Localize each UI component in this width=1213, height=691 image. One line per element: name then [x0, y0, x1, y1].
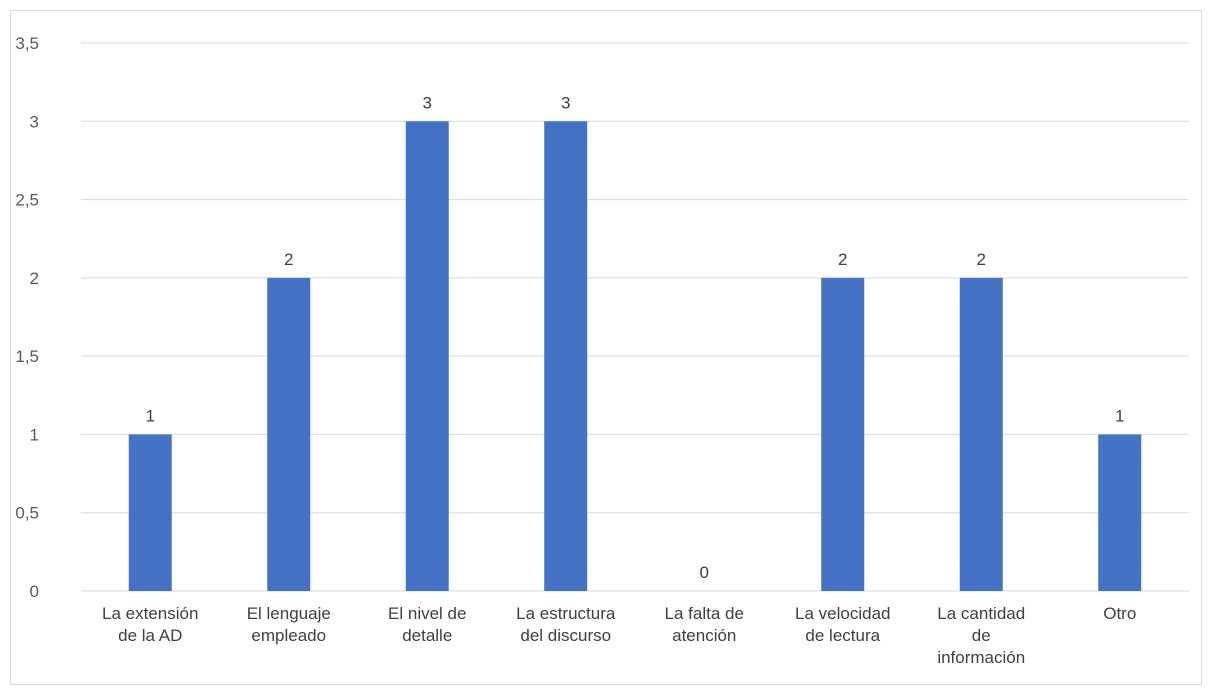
bar-chart: 0 0,5 1 1,5 2 2,5 3 3,5 La extensión de la AD El …	[15, 34, 1189, 667]
y-tick-label: 3	[30, 112, 39, 131]
y-axis-tick-labels: 0 0,5 1 1,5 2 2,5 3 3,5	[15, 34, 39, 601]
category-label: Otro	[1103, 604, 1136, 623]
bar	[821, 277, 865, 591]
chart-frame: 0 0,5 1 1,5 2 2,5 3 3,5 La extensión de la AD El …	[10, 10, 1202, 685]
data-label: 2	[284, 250, 293, 269]
data-label: 1	[146, 406, 155, 425]
data-label: 2	[977, 250, 986, 269]
category-label-line: La cantidad	[937, 604, 1025, 623]
category-label-line: atención	[672, 626, 736, 645]
category-label: El nivel de detalle	[388, 604, 466, 645]
category-label: La cantidad de información	[937, 604, 1025, 667]
category-label-line: La extensión	[102, 604, 198, 623]
bar	[405, 121, 449, 592]
category-label-line: de la AD	[118, 626, 182, 645]
y-tick-label: 1,5	[15, 347, 39, 366]
bar	[128, 434, 172, 591]
bar	[1098, 434, 1142, 591]
category-label-line: El nivel de	[388, 604, 466, 623]
category-label-line: empleado	[251, 626, 326, 645]
category-label-line: información	[937, 648, 1025, 667]
data-labels: 1 2 3 3 0 2 2 1	[146, 93, 1125, 582]
category-label-line: de	[972, 626, 991, 645]
data-label: 0	[700, 563, 709, 582]
category-label-line: de lectura	[805, 626, 880, 645]
category-label: La falta de atención	[665, 604, 744, 645]
category-label-line: detalle	[402, 626, 452, 645]
category-label-line: del discurso	[520, 626, 611, 645]
data-label: 2	[838, 250, 847, 269]
data-label: 3	[423, 93, 432, 112]
data-label: 3	[561, 93, 570, 112]
category-label-line: La falta de	[665, 604, 744, 623]
category-label: El lenguaje empleado	[247, 604, 331, 645]
gridlines	[81, 42, 1189, 592]
category-label-line: Otro	[1103, 604, 1136, 623]
category-label: La extensión de la AD	[102, 604, 198, 645]
category-label: La estructura del discurso	[516, 604, 616, 645]
y-tick-label: 0,5	[15, 504, 39, 523]
bar	[959, 277, 1003, 591]
y-tick-label: 3,5	[15, 34, 39, 53]
bars	[128, 121, 1142, 592]
data-label: 1	[1115, 406, 1124, 425]
y-tick-label: 0	[30, 582, 39, 601]
bar	[544, 121, 588, 592]
y-tick-label: 2	[30, 269, 39, 288]
category-label-line: El lenguaje	[247, 604, 331, 623]
category-label-line: La estructura	[516, 604, 616, 623]
y-tick-label: 1	[30, 425, 39, 444]
category-label: La velocidad de lectura	[795, 604, 890, 645]
bar	[267, 277, 311, 591]
y-tick-label: 2,5	[15, 191, 39, 210]
category-label-line: La velocidad	[795, 604, 890, 623]
